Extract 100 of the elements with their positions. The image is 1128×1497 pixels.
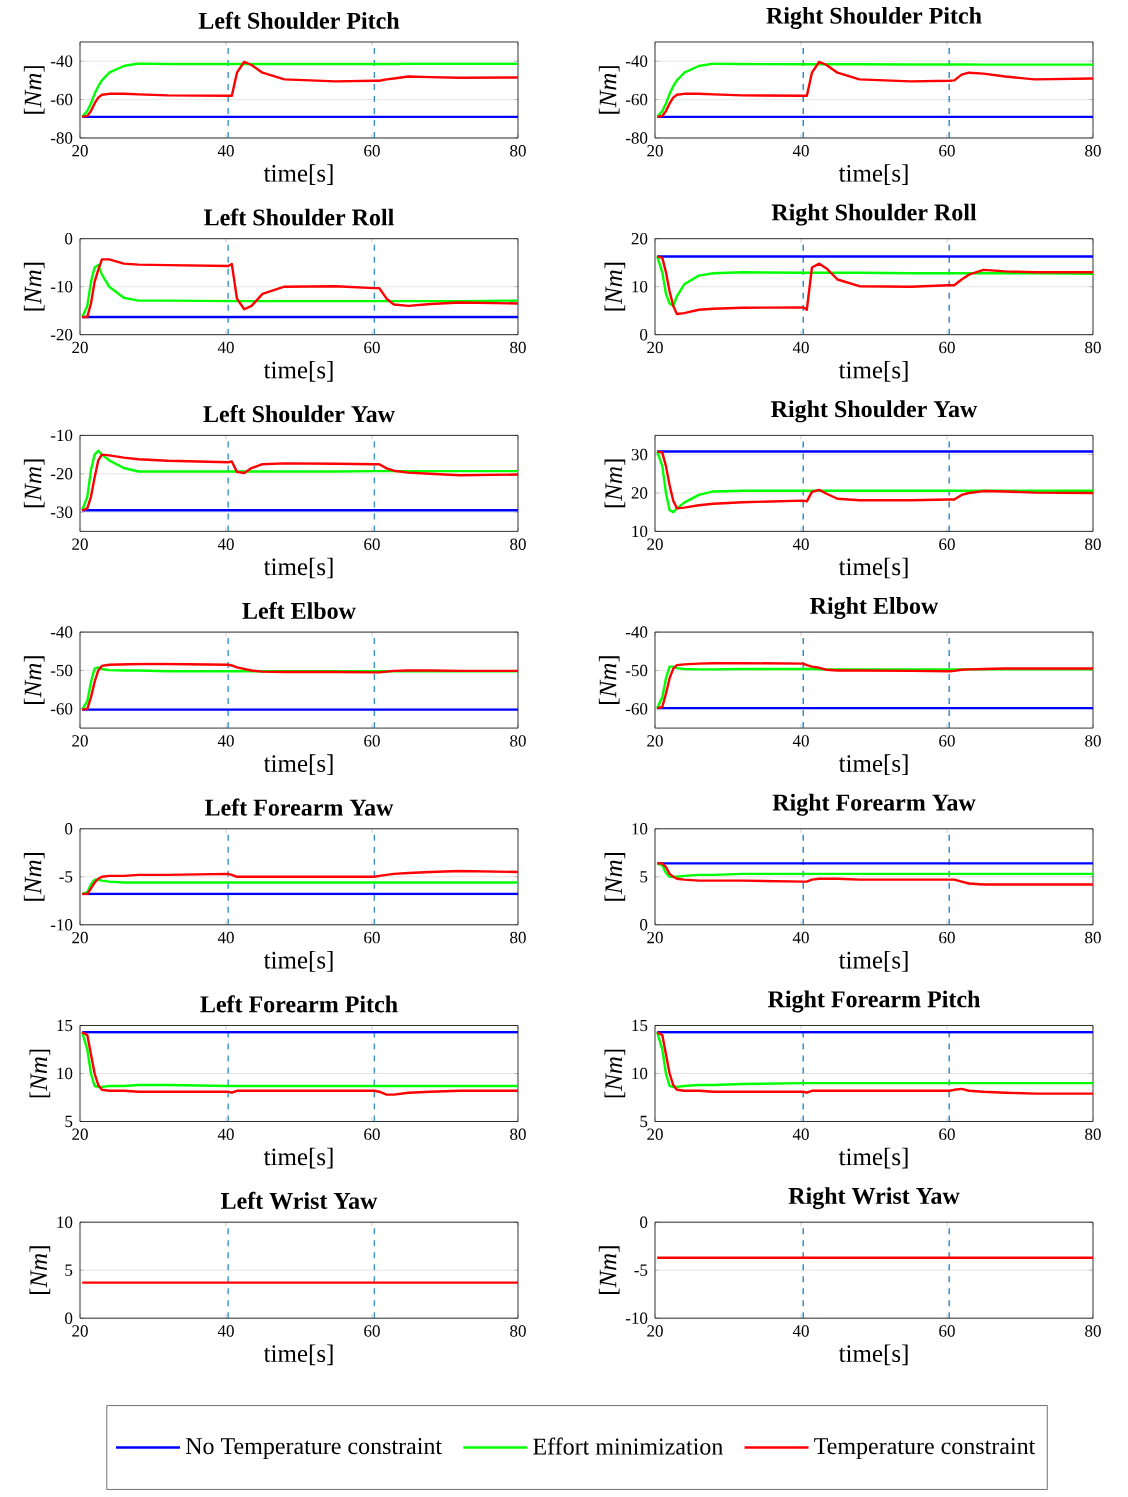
y-tick-label: 0 bbox=[65, 823, 73, 835]
y-tick-label: 10 bbox=[57, 1216, 73, 1228]
x-axis-title: time[s] bbox=[263, 754, 333, 776]
y-tick-label: -20 bbox=[50, 328, 73, 341]
x-tick-label: 80 bbox=[1085, 735, 1101, 747]
y-tick-label: -30 bbox=[50, 506, 73, 518]
x-tick-label: 80 bbox=[1085, 1128, 1101, 1141]
y-axis-title: [Nm] bbox=[23, 656, 45, 704]
y-tick-label: 0 bbox=[640, 1216, 648, 1228]
x-tick-label: 40 bbox=[217, 931, 234, 944]
x-tick-label: 80 bbox=[1085, 538, 1101, 550]
x-tick-label: 40 bbox=[217, 1128, 234, 1141]
y-tick-label: 10 bbox=[632, 525, 648, 538]
x-tick-label: 40 bbox=[792, 1128, 809, 1141]
y-tick-label: 5 bbox=[640, 871, 648, 883]
x-tick-label: 40 bbox=[792, 931, 809, 944]
x-tick-label: 80 bbox=[510, 1325, 526, 1337]
x-tick-label: 80 bbox=[1085, 931, 1101, 944]
chart-title: Left Wrist Yaw bbox=[220, 1191, 378, 1210]
y-axis-title: [Nm] bbox=[23, 262, 45, 311]
x-tick-label: 80 bbox=[510, 145, 526, 157]
y-tick-label: -50 bbox=[625, 664, 648, 677]
y-tick-label: 10 bbox=[57, 1067, 73, 1080]
y-tick-label: 20 bbox=[631, 487, 648, 499]
y-tick-label: -60 bbox=[625, 703, 648, 715]
chart-title: Left Shoulder Pitch bbox=[198, 11, 400, 29]
x-axis-title: time[s] bbox=[263, 951, 333, 972]
x-tick-label: 80 bbox=[1085, 145, 1101, 157]
x-tick-label: 60 bbox=[364, 145, 380, 157]
x-axis-title: time[s] bbox=[838, 1147, 908, 1169]
y-axis-title: [Nm] bbox=[23, 852, 45, 901]
x-axis-title: time[s] bbox=[263, 557, 333, 579]
y-tick-label: 20 bbox=[631, 232, 648, 245]
x-tick-label: 60 bbox=[364, 735, 380, 747]
x-axis-title: time[s] bbox=[838, 360, 908, 382]
x-axis-title: time[s] bbox=[838, 1344, 908, 1366]
y-axis-title: [Nm] bbox=[23, 459, 45, 508]
y-tick-label: 0 bbox=[65, 1312, 73, 1324]
x-tick-label: 60 bbox=[939, 735, 955, 747]
y-tick-label: -80 bbox=[50, 132, 73, 144]
x-tick-label: 60 bbox=[939, 1128, 955, 1141]
x-axis-title: time[s] bbox=[263, 1147, 333, 1169]
x-tick-label: 60 bbox=[939, 931, 955, 944]
y-axis-title: [Nm] bbox=[604, 852, 626, 901]
x-axis-title: time[s] bbox=[838, 164, 908, 185]
x-tick-label: 60 bbox=[364, 931, 380, 944]
y-tick-label: -5 bbox=[634, 1264, 648, 1276]
chart-title: Right Forearm Pitch bbox=[767, 990, 981, 1013]
x-tick-label: 60 bbox=[364, 1325, 380, 1337]
x-tick-label: 40 bbox=[792, 735, 809, 747]
y-axis-title: [Nm] bbox=[604, 1049, 626, 1098]
x-tick-label: 60 bbox=[939, 145, 955, 157]
x-axis-title: time[s] bbox=[263, 164, 333, 185]
legend-label: Effort minimization bbox=[533, 1437, 723, 1455]
x-tick-label: 80 bbox=[1085, 341, 1101, 354]
y-tick-label: 15 bbox=[632, 1019, 648, 1032]
y-tick-label: 30 bbox=[631, 448, 648, 461]
y-tick-label: -10 bbox=[625, 1312, 648, 1324]
chart-title: Left Shoulder Roll bbox=[204, 208, 394, 226]
legend-label: Temperature constraint bbox=[814, 1438, 1036, 1460]
y-tick-label: -50 bbox=[50, 664, 73, 677]
y-tick-label: -10 bbox=[50, 429, 73, 442]
x-axis-title: time[s] bbox=[263, 1344, 333, 1366]
x-tick-label: 40 bbox=[792, 341, 809, 354]
y-tick-label: 0 bbox=[640, 919, 648, 931]
y-tick-label: -60 bbox=[625, 93, 648, 106]
x-tick-label: 80 bbox=[1085, 1325, 1101, 1337]
chart-title: Right Shoulder Roll bbox=[771, 203, 977, 226]
y-tick-label: 5 bbox=[640, 1115, 648, 1128]
y-tick-label: 15 bbox=[57, 1019, 73, 1032]
y-axis-title: [Nm] bbox=[29, 1246, 51, 1295]
chart-title: Right Forearm Yaw bbox=[772, 793, 976, 816]
x-tick-label: 40 bbox=[792, 145, 809, 157]
x-axis-title: time[s] bbox=[838, 754, 908, 776]
y-tick-label: 0 bbox=[65, 232, 73, 245]
x-axis-title: time[s] bbox=[838, 951, 908, 972]
legend-label: No Temperature constraint bbox=[185, 1438, 442, 1460]
x-tick-label: 60 bbox=[939, 341, 955, 354]
x-tick-label: 80 bbox=[510, 341, 526, 354]
y-tick-label: 0 bbox=[640, 328, 648, 341]
y-axis-title: [Nm] bbox=[23, 66, 45, 114]
chart-title: Right Elbow bbox=[810, 597, 939, 620]
x-axis-title: time[s] bbox=[838, 557, 908, 579]
y-axis-title: [Nm] bbox=[598, 66, 620, 114]
x-tick-label: 80 bbox=[510, 735, 526, 747]
y-tick-label: -60 bbox=[50, 703, 73, 715]
y-axis-title: [Nm] bbox=[598, 1246, 620, 1295]
y-tick-label: -40 bbox=[50, 55, 73, 67]
y-tick-label: -60 bbox=[50, 93, 73, 106]
chart-title: Left Shoulder Yaw bbox=[203, 405, 395, 423]
y-tick-label: -10 bbox=[50, 919, 73, 931]
chart-title: Right Shoulder Yaw bbox=[771, 400, 978, 423]
x-tick-label: 40 bbox=[217, 145, 234, 157]
x-tick-label: 40 bbox=[792, 538, 809, 550]
y-tick-label: -5 bbox=[59, 871, 73, 883]
x-tick-label: 60 bbox=[364, 341, 380, 354]
y-tick-label: -40 bbox=[625, 55, 648, 67]
y-tick-label: 10 bbox=[632, 823, 648, 835]
y-tick-label: -20 bbox=[50, 468, 73, 480]
x-tick-label: 40 bbox=[792, 1325, 809, 1337]
